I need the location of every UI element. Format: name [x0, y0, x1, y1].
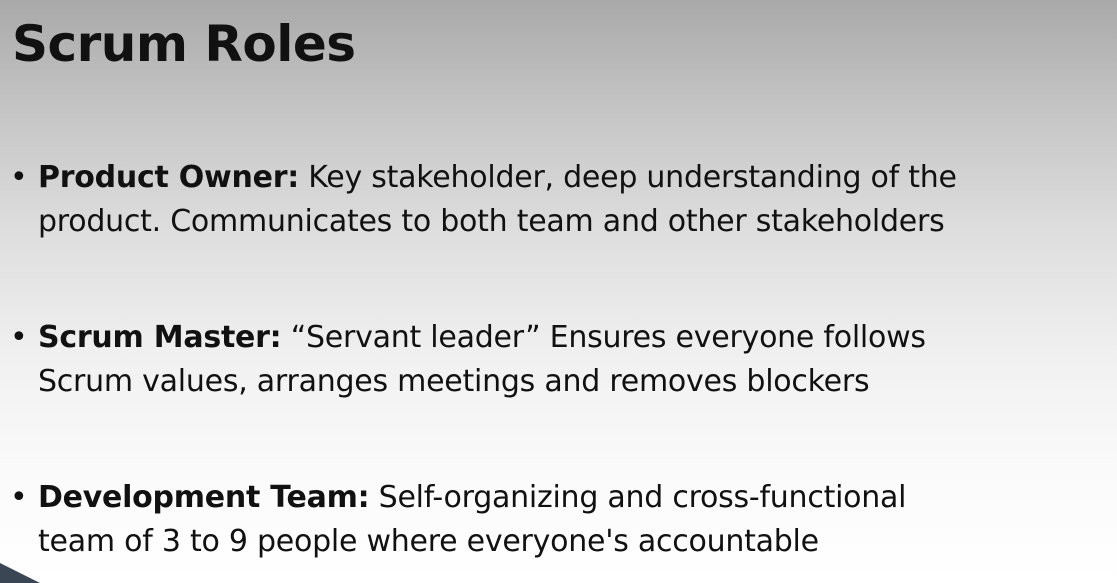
corner-accent-shape — [0, 563, 40, 583]
role-description: “Servant leader” Ensures everyone follow… — [281, 320, 926, 355]
role-description: Key stakeholder, deep understanding of t… — [299, 160, 957, 195]
bullet-text: Scrum Master: “Servant leader” Ensures e… — [38, 316, 1113, 404]
bullet-dot-icon: • — [10, 480, 28, 515]
bullet-line-2: Scrum values, arranges meetings and remo… — [38, 364, 870, 399]
role-term: Product Owner: — [38, 160, 300, 195]
bullet-text: Product Owner: Key stakeholder, deep und… — [38, 156, 1113, 244]
bullet-line-2: product. Communicates to both team and o… — [38, 204, 945, 239]
bullet-line-2: team of 3 to 9 people where everyone's a… — [38, 524, 819, 559]
role-term: Development Team: — [38, 480, 370, 515]
bullet-line-1: Product Owner: Key stakeholder, deep und… — [38, 156, 1113, 200]
slide-title: Scrum Roles — [12, 15, 356, 73]
bullet-line-1: Development Team: Self-organizing and cr… — [38, 476, 1113, 520]
role-description: Self-organizing and cross-functional — [369, 480, 907, 515]
bullet-text: Development Team: Self-organizing and cr… — [38, 476, 1113, 564]
role-term: Scrum Master: — [38, 320, 282, 355]
bullet-dot-icon: • — [10, 160, 28, 195]
bullet-dot-icon: • — [10, 320, 28, 355]
bullet-line-1: Scrum Master: “Servant leader” Ensures e… — [38, 316, 1113, 360]
